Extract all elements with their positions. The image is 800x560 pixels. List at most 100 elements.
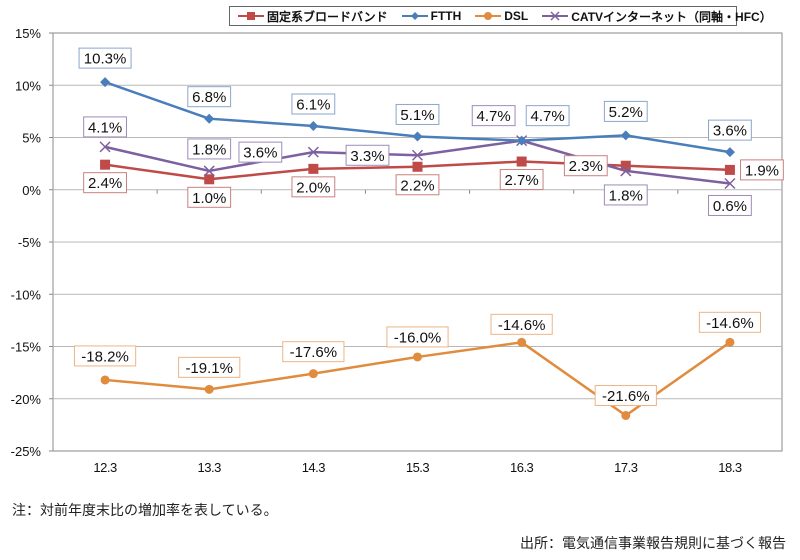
data-label: 2.3% (563, 155, 608, 177)
data-label: 3.3% (345, 144, 390, 166)
data-label-text: 2.4% (88, 175, 122, 192)
data-label-text: 4.7% (477, 108, 511, 125)
data-point-square (412, 161, 423, 172)
data-label-box (525, 105, 570, 127)
data-point-square (204, 174, 215, 185)
data-point-circle (204, 384, 214, 394)
data-label-text: 4.1% (88, 119, 122, 136)
x-tick-label: 16.3 (510, 460, 534, 475)
data-label-box (395, 103, 440, 125)
data-label-text: 5.1% (400, 107, 434, 124)
data-label-text: 2.3% (569, 158, 603, 175)
data-label: -19.1% (178, 356, 241, 378)
chart-note: 注：対前年度末比の増加率を表している。 (12, 503, 278, 519)
data-label-box (187, 138, 232, 160)
y-tick-label: -25% (11, 444, 42, 459)
data-label-box (603, 100, 648, 122)
data-point-circle (621, 410, 631, 420)
data-point-diamond (100, 77, 111, 88)
data-label: 5.1% (395, 103, 440, 125)
data-label: 4.1% (83, 116, 127, 138)
data-label: 6.1% (291, 93, 336, 115)
x-axis: 12.3 13.3 14.3 15.3 16.3 17.3 18.3 (93, 189, 742, 475)
data-label-box (698, 311, 762, 333)
data-point-diamond (308, 121, 319, 132)
data-label-text: 1.0% (192, 190, 226, 207)
data-label-text: 1.8% (609, 187, 643, 204)
data-point-square (308, 163, 319, 174)
data-label-text: 10.3% (84, 51, 127, 68)
data-point-square (724, 164, 735, 175)
data-point-circle (100, 375, 110, 385)
data-point-circle (413, 352, 422, 362)
legend: 固定系ブロードバンド FTTH DSL CATVインターネット（同軸・HFC） (229, 6, 772, 26)
data-label-text: -16.0% (394, 329, 442, 346)
line-chart: 15% 10% 5% 0% -5% -10% -15% -20% -25% 12.3 13.3 14… (11, 26, 784, 475)
data-label-text: -18.2% (81, 348, 129, 365)
chart-source: 出所：電気通信事業報告規則に基づく報告 (520, 536, 786, 552)
data-label-text: 3.6% (713, 123, 747, 140)
legend-label: DSL (504, 9, 529, 23)
data-label-text: -14.6% (498, 317, 546, 334)
data-label-box (471, 105, 516, 127)
y-tick-label: -20% (11, 392, 42, 407)
data-label: 1.9% (740, 159, 784, 181)
data-label: 4.7% (525, 105, 570, 127)
data-point-diamond (412, 131, 423, 142)
data-point-x (620, 165, 632, 177)
data-label-box (178, 356, 241, 378)
data-label-text: -14.6% (706, 315, 754, 332)
y-tick-label: -10% (11, 287, 42, 302)
data-label-box (563, 155, 608, 177)
legend-label: 固定系ブロードバンド (267, 9, 388, 24)
legend-label: CATVインターネット（同軸・HFC） (571, 9, 772, 24)
data-label-box (740, 159, 784, 181)
data-label-box (73, 345, 137, 367)
series-markers (99, 77, 736, 420)
data-label-text: 1.9% (745, 162, 779, 179)
data-label: 3.6% (238, 141, 283, 163)
data-label-box (490, 313, 553, 335)
data-label-box (499, 169, 544, 191)
data-label-text: 0.6% (713, 198, 747, 215)
x-tick-label: 15.3 (406, 460, 430, 475)
data-point-diamond (516, 135, 527, 146)
data-label-text: 6.8% (192, 89, 226, 106)
data-label: -17.6% (282, 341, 345, 363)
y-tick-label: -5% (18, 235, 42, 250)
data-label-text: 2.7% (505, 172, 539, 189)
data-label: 1.8% (603, 184, 648, 206)
data-label: -14.6% (698, 311, 762, 333)
data-label: 6.8% (187, 86, 232, 108)
data-label: 0.6% (708, 194, 752, 216)
x-tick-label: 12.3 (93, 460, 117, 475)
data-label-text: 6.1% (296, 97, 330, 114)
data-label-box (83, 116, 127, 138)
y-tick-label: 10% (15, 78, 41, 93)
legend-item-catv: CATVインターネット（同軸・HFC） (542, 8, 772, 25)
data-label-text: -17.6% (290, 344, 338, 361)
x-tick-label: 13.3 (198, 460, 222, 475)
y-tick-label: -15% (11, 340, 42, 355)
data-label-box (291, 176, 336, 198)
x-tick-label: 18.3 (718, 460, 742, 475)
data-label: -16.0% (386, 326, 449, 348)
data-point-x (724, 177, 736, 190)
data-label-text: 5.2% (609, 104, 643, 121)
data-label-box (78, 47, 132, 69)
x-tick-label: 17.3 (614, 460, 638, 475)
data-label: 1.0% (187, 186, 232, 208)
data-point-circle (308, 369, 318, 379)
data-label: 3.6% (708, 119, 752, 141)
data-label-text: 2.2% (400, 177, 434, 194)
diamond-marker-icon (401, 12, 428, 20)
data-point-diamond (204, 113, 215, 124)
data-label-box (708, 119, 752, 141)
data-point-circle (517, 337, 527, 347)
data-label: 5.2% (603, 100, 648, 122)
data-label: 2.4% (83, 172, 127, 194)
y-axis: 15% 10% 5% 0% -5% -10% -15% -20% -25% (11, 26, 53, 459)
data-labels: 2.4% 1.0% 2.0% 2.2% 2.7% 2.3% 1.9% 10.3% 6.8% 6.1… (73, 47, 784, 406)
square-marker-icon (238, 12, 264, 20)
data-label-box (83, 172, 127, 194)
